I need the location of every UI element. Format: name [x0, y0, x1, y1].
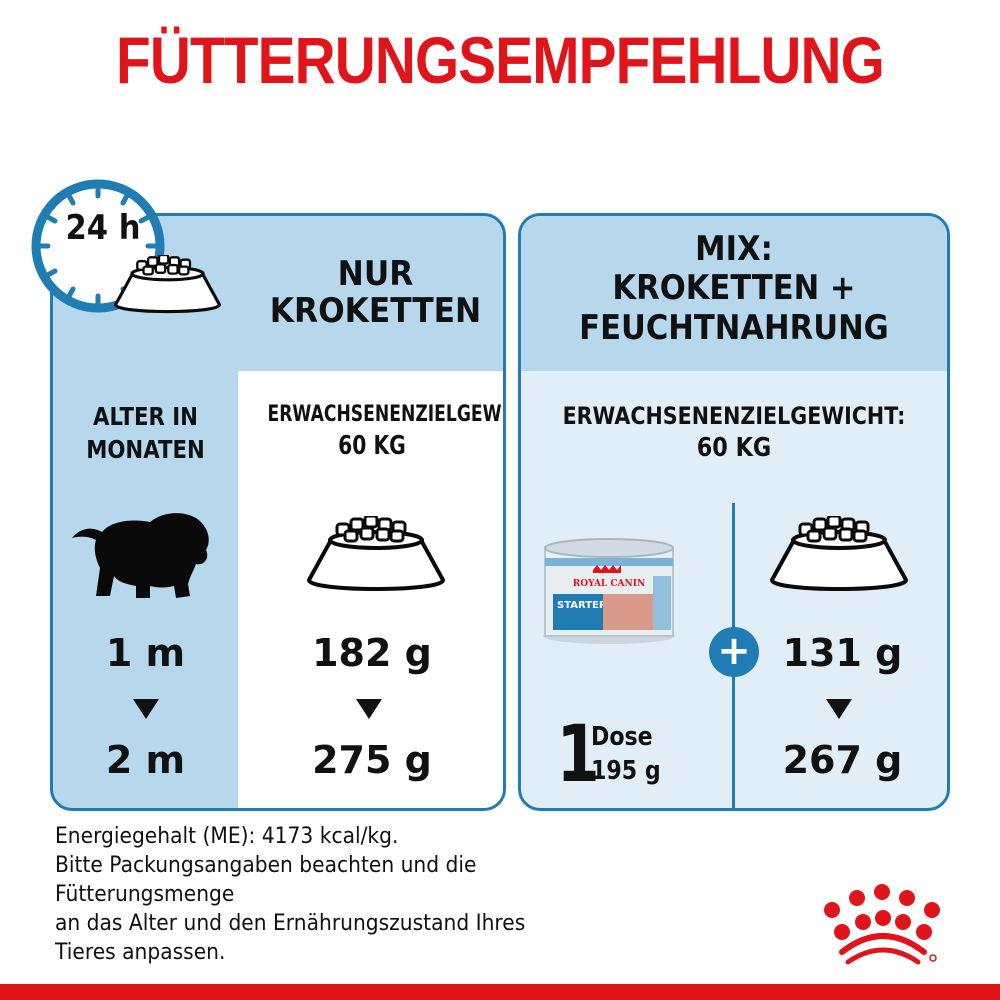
label-line: ERWACHSENENZIELGEWICHT: [267, 402, 503, 427]
note-line: Bitte Packungsangaben beachten und die [55, 853, 477, 878]
wet-food-weight: 195 g [591, 755, 661, 786]
mix-panel: MIX: KROKETTEN + FEUCHTNAHRUNG ERWACHSEN… [518, 213, 950, 811]
heading-line: KROKETTEN [269, 290, 482, 331]
feeding-note: Energiegehalt (ME): 4173 kcal/kg. Bitte … [55, 822, 644, 967]
down-arrow-icon [826, 699, 852, 719]
mix-heading: MIX: KROKETTEN + FEUCHTNAHRUNG [542, 229, 925, 348]
svg-text:STARTER: STARTER [557, 600, 607, 611]
royal-canin-crown-logo [824, 884, 940, 965]
kibble-only-panel: NUR KROKETTEN ALTER IN MONATEN ERWACHSEN… [50, 213, 506, 811]
heading-line: KROKETTEN + [612, 268, 856, 309]
wet-food-can-image: ROYAL CANIN STARTER [543, 538, 675, 644]
label-line: MONATEN [86, 434, 205, 464]
label-line: ALTER IN [93, 402, 198, 431]
heading-line: NUR [337, 254, 414, 294]
adult-goal-weight-label: ERWACHSENENZIELGEWICHT: 60 KG [267, 401, 503, 463]
clock-label: 24 h [65, 208, 141, 248]
wet-food-unit: Dose [591, 722, 653, 752]
kibble-only-heading: NUR KROKETTEN [258, 256, 493, 329]
kibble-amount-end: 275 g [312, 738, 432, 782]
age-column-label: ALTER IN MONATEN [67, 401, 224, 466]
down-arrow-icon [133, 699, 159, 719]
down-arrow-icon [356, 699, 382, 719]
age-start: 1 m [105, 631, 186, 675]
kibble-amount-start: 182 g [312, 631, 432, 675]
energy-content: Energiegehalt (ME): 4173 kcal/kg. [55, 824, 399, 849]
brand-footer-bar [0, 984, 1000, 1000]
mix-panel-header-bg [521, 216, 947, 371]
kibble-bowl-icon [114, 255, 221, 314]
mix-kibble-amount-end: 267 g [782, 738, 903, 782]
note-line: an das Alter und den Ernährungszustand I… [55, 911, 526, 936]
wet-food-count: 1 [556, 710, 600, 800]
heading-line: FEUCHTNAHRUNG [579, 307, 889, 348]
note-line: Fütterungsmenge [55, 882, 235, 907]
kibble-bowl-icon [769, 516, 909, 591]
can-brand: ROYAL CANIN [573, 579, 645, 589]
adult-goal-weight-label: ERWACHSENENZIELGEWICHT: 60 KG [551, 401, 917, 466]
heading-line: MIX: [695, 229, 773, 269]
goal-weight-value: 60 KG [696, 433, 772, 464]
page-title: FÜTTERUNGSEMPFEHLUNG [116, 23, 885, 97]
mix-kibble-amount-start: 131 g [782, 631, 903, 675]
label-line: ERWACHSENENZIELGEWICHT: [562, 402, 906, 430]
kibble-bowl-icon [306, 516, 446, 591]
age-end: 2 m [105, 738, 186, 782]
plus-icon: + [709, 627, 759, 677]
goal-weight-value: 60 KG [338, 430, 406, 461]
note-line: Tieres anpassen. [55, 940, 226, 965]
wet-food-label: Dose 195 g [591, 721, 661, 789]
puppy-icon [72, 513, 209, 598]
